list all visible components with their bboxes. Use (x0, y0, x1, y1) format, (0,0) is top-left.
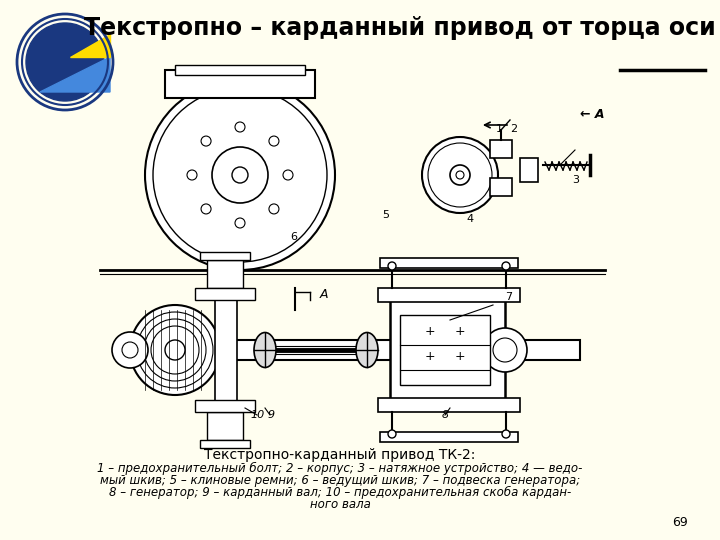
Circle shape (212, 147, 268, 203)
Circle shape (269, 136, 279, 146)
Circle shape (137, 312, 213, 388)
Ellipse shape (254, 333, 276, 368)
Text: Текстропно-карданный привод ТК-2:: Текстропно-карданный привод ТК-2: (204, 448, 476, 462)
Text: +: + (455, 350, 465, 363)
Bar (380, 432, 518, 442)
Text: 8 – генератор; 9 – карданный вал; 10 – предохранительная скоба кардан-: 8 – генератор; 9 – карданный вал; 10 – п… (109, 486, 571, 499)
Bar (215, 290, 237, 410)
Circle shape (502, 430, 510, 438)
Circle shape (232, 167, 248, 183)
Text: 5: 5 (382, 210, 389, 220)
Text: 8: 8 (442, 410, 449, 420)
Circle shape (17, 14, 113, 110)
Circle shape (388, 430, 396, 438)
Text: 10: 10 (250, 410, 264, 420)
Text: 6: 6 (290, 232, 297, 242)
Text: +: + (425, 350, 436, 363)
Circle shape (145, 80, 335, 270)
Text: мый шкив; 5 – клиновые ремни; 6 – ведущий шкив; 7 – подвеска генератора;: мый шкив; 5 – клиновые ремни; 6 – ведущи… (100, 474, 580, 487)
Bar (195, 400, 255, 412)
FancyArrowPatch shape (485, 122, 507, 128)
Circle shape (283, 170, 293, 180)
Circle shape (112, 332, 148, 368)
Text: ного вала: ного вала (310, 498, 370, 511)
Bar (378, 398, 520, 412)
Text: 1 – предохранительный болт; 2 – корпус; 3 – натяжное устройство; 4 — ведо-: 1 – предохранительный болт; 2 – корпус; … (97, 462, 582, 475)
Circle shape (450, 165, 470, 185)
Bar (400, 315, 490, 385)
Circle shape (201, 136, 211, 146)
Text: 7: 7 (505, 292, 512, 302)
Circle shape (187, 170, 197, 180)
Circle shape (122, 342, 138, 358)
Bar (175, 65, 305, 75)
Circle shape (165, 340, 185, 360)
Ellipse shape (356, 333, 378, 368)
Circle shape (201, 204, 211, 214)
Circle shape (493, 338, 517, 362)
Text: 4: 4 (466, 214, 473, 224)
Polygon shape (40, 57, 110, 92)
Text: Текстропно – карданный привод от торца оси: Текстропно – карданный привод от торца о… (84, 16, 716, 40)
Circle shape (269, 204, 279, 214)
Text: 3: 3 (572, 175, 579, 185)
Circle shape (483, 328, 527, 372)
Circle shape (26, 23, 104, 101)
Bar (490, 178, 512, 196)
Text: 2: 2 (510, 124, 517, 134)
Bar (390, 300, 505, 400)
Bar (195, 288, 255, 300)
Bar (490, 140, 512, 158)
Text: +: + (455, 325, 465, 338)
Polygon shape (70, 34, 110, 57)
Bar (130, 340, 580, 360)
Circle shape (22, 19, 108, 105)
Bar (207, 412, 243, 440)
Text: 9: 9 (268, 410, 275, 420)
Circle shape (502, 262, 510, 270)
Bar (378, 288, 520, 302)
Bar (200, 440, 250, 448)
Circle shape (235, 218, 245, 228)
Text: +: + (425, 325, 436, 338)
Circle shape (153, 88, 327, 262)
Circle shape (388, 262, 396, 270)
Circle shape (456, 171, 464, 179)
Text: 1: 1 (496, 124, 503, 134)
Bar (200, 252, 250, 260)
Text: A: A (320, 288, 328, 301)
Circle shape (235, 122, 245, 132)
Bar (207, 260, 243, 288)
Text: 69: 69 (672, 516, 688, 529)
Circle shape (151, 326, 199, 374)
Circle shape (130, 305, 220, 395)
Circle shape (428, 143, 492, 207)
Bar (380, 258, 518, 268)
Bar (607, 0, 720, 540)
Bar (28, 60, 66, 480)
Text: ← A: ← A (580, 108, 605, 121)
Bar (520, 158, 538, 182)
Circle shape (144, 319, 206, 381)
Bar (165, 70, 315, 98)
Circle shape (422, 137, 498, 213)
